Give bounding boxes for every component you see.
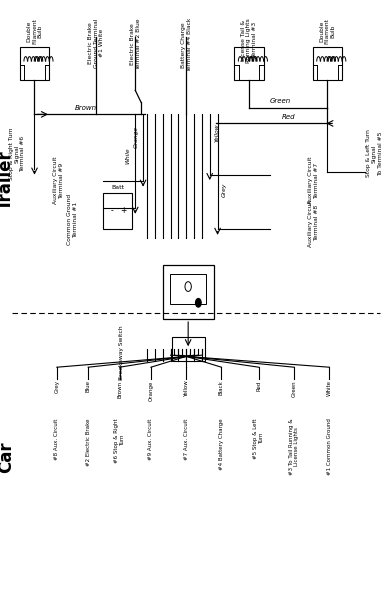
Text: Breakaway Switch: Breakaway Switch bbox=[119, 325, 124, 380]
Text: Orange: Orange bbox=[134, 126, 138, 149]
Text: Car: Car bbox=[0, 442, 15, 473]
Text: Auxiliary Circuit
Terminal #7: Auxiliary Circuit Terminal #7 bbox=[308, 157, 319, 205]
Text: Stop & Right Turn
Signal
Terminal #6: Stop & Right Turn Signal Terminal #6 bbox=[9, 127, 25, 180]
Text: Grey: Grey bbox=[54, 380, 59, 394]
Text: Electric Brake
Ground Terminal
#1 White: Electric Brake Ground Terminal #1 White bbox=[88, 18, 104, 67]
Text: Green: Green bbox=[292, 380, 296, 397]
Text: -: - bbox=[110, 206, 113, 215]
Text: #3 To Tail Running &
License Lights: #3 To Tail Running & License Lights bbox=[289, 418, 299, 475]
Text: #1 Common Ground: #1 Common Ground bbox=[327, 418, 332, 475]
Bar bbox=[313, 46, 342, 79]
Text: Green: Green bbox=[270, 98, 291, 104]
Text: Double
Filament
Bulb: Double Filament Bulb bbox=[26, 18, 43, 44]
Text: Auxiliary Circuit
Terminal #9: Auxiliary Circuit Terminal #9 bbox=[53, 157, 64, 205]
Text: #9 Aux. Circuit: #9 Aux. Circuit bbox=[149, 418, 153, 460]
Text: License Tail &
Running Lights
Terminal #3: License Tail & Running Lights Terminal #… bbox=[241, 18, 257, 63]
Text: +: + bbox=[120, 206, 127, 215]
Circle shape bbox=[196, 299, 201, 307]
Bar bbox=[172, 337, 205, 361]
Text: Yellow: Yellow bbox=[214, 124, 219, 143]
Text: #4 Battery Charge: #4 Battery Charge bbox=[219, 418, 224, 470]
Text: #7 Aux. Circuit: #7 Aux. Circuit bbox=[184, 418, 189, 460]
Text: Stop & Left Turn
Signal
To Terminal #5: Stop & Left Turn Signal To Terminal #5 bbox=[366, 129, 383, 178]
Bar bbox=[234, 46, 263, 79]
Text: Red: Red bbox=[256, 380, 261, 391]
Bar bbox=[103, 193, 132, 229]
Bar bbox=[163, 265, 214, 319]
Text: Batt: Batt bbox=[111, 185, 124, 190]
Text: Trailer: Trailer bbox=[0, 150, 15, 211]
Text: Red: Red bbox=[282, 114, 296, 120]
Text: Yellow: Yellow bbox=[184, 380, 189, 397]
Text: Brown: Brown bbox=[74, 105, 96, 111]
Text: Blue: Blue bbox=[86, 380, 91, 393]
Text: Common Ground
Terminal #1: Common Ground Terminal #1 bbox=[67, 194, 78, 245]
Text: Brown: Brown bbox=[117, 380, 122, 397]
Text: #2 Electric Brake: #2 Electric Brake bbox=[86, 418, 91, 466]
Text: #8 Aux. Circuit: #8 Aux. Circuit bbox=[54, 418, 59, 460]
Bar bbox=[170, 274, 206, 304]
Text: While: While bbox=[126, 147, 131, 164]
Text: Black: Black bbox=[219, 380, 224, 396]
Text: Orange: Orange bbox=[149, 380, 153, 401]
Text: #6 Stop & Right
Turn: #6 Stop & Right Turn bbox=[114, 418, 125, 463]
Text: #5 Stop & Left
Turn: #5 Stop & Left Turn bbox=[253, 418, 264, 459]
Text: Battery Charge
Terminal #4 Black: Battery Charge Terminal #4 Black bbox=[181, 18, 192, 72]
Text: Grey: Grey bbox=[222, 182, 227, 197]
Text: White: White bbox=[327, 380, 332, 397]
Bar bbox=[20, 46, 49, 79]
Text: Double
Filament
Bulb: Double Filament Bulb bbox=[319, 18, 336, 44]
Text: Auxiliary Circuit
Terminal #8: Auxiliary Circuit Terminal #8 bbox=[308, 199, 319, 247]
Text: Electric Brake
Terminal #2 Blue: Electric Brake Terminal #2 Blue bbox=[130, 18, 141, 70]
